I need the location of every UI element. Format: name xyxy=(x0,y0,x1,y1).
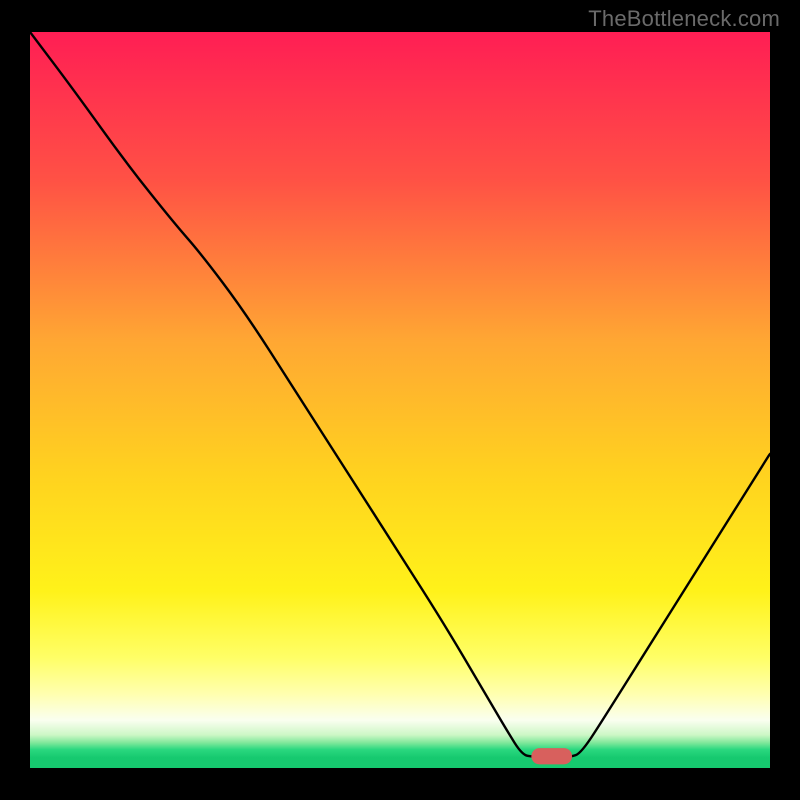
bottleneck-chart xyxy=(30,32,770,768)
chart-svg xyxy=(30,32,770,768)
optimal-marker xyxy=(531,748,572,764)
chart-background xyxy=(30,32,770,768)
watermark-text: TheBottleneck.com xyxy=(588,6,780,32)
